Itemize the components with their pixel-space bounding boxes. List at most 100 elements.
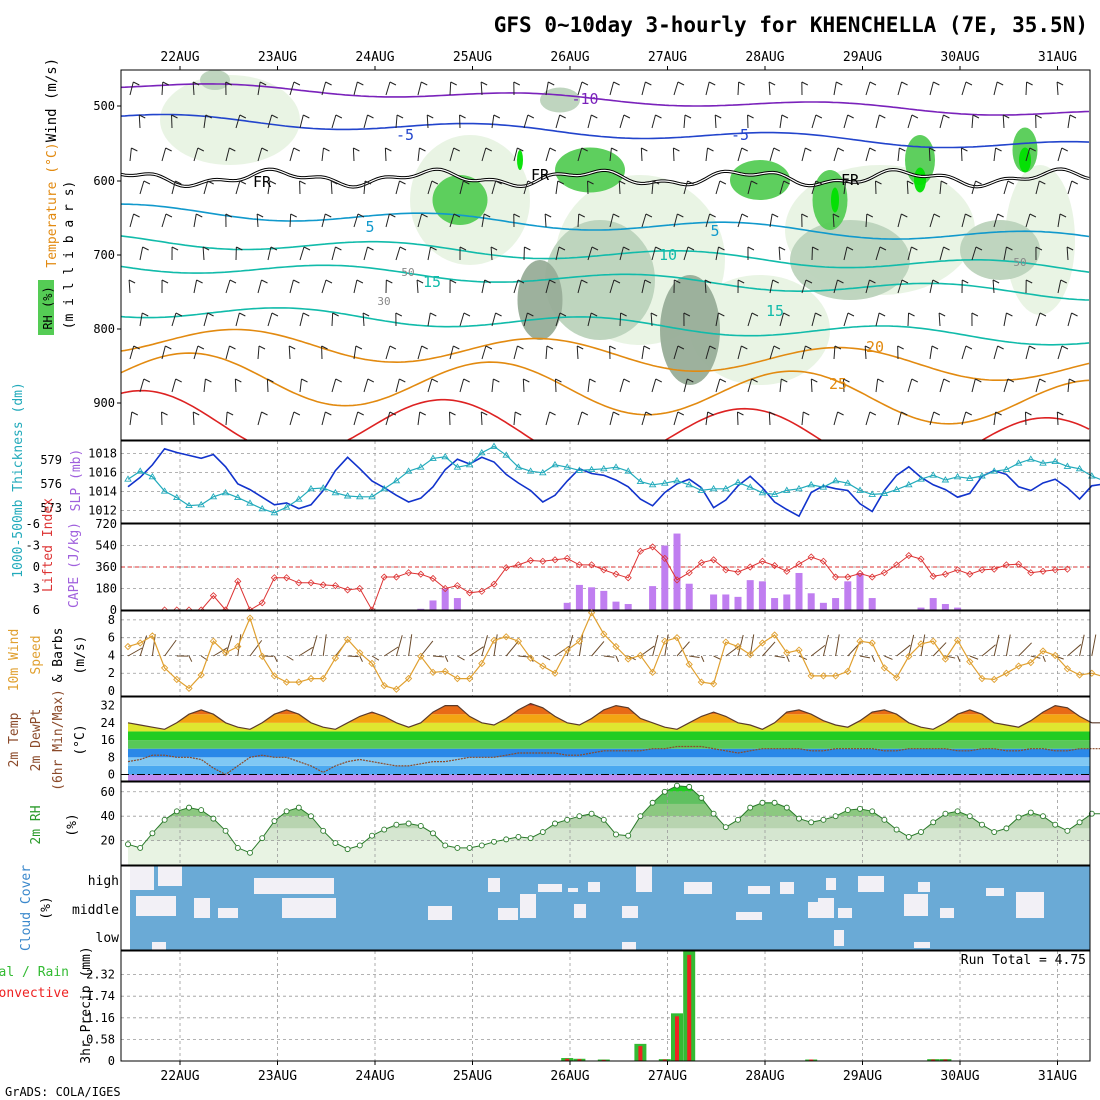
- thickness-point: [526, 467, 535, 474]
- cloud-level-label: high: [88, 874, 119, 889]
- lifted-index-axis-label: Lifted Index: [41, 498, 56, 592]
- wind-barb-flag: [513, 81, 521, 86]
- cloud-cover-panel: high middle low Cloud Cover (%): [19, 865, 1091, 951]
- rh-point: [283, 808, 290, 815]
- wind-barb: [683, 180, 689, 195]
- cloud-level-label: middle: [72, 903, 119, 918]
- rh-point: [271, 818, 278, 825]
- wind-barb: [363, 114, 368, 129]
- wind-barb: [833, 279, 838, 294]
- wind-barb-flag: [965, 411, 972, 416]
- wind-barb-flag: [453, 213, 461, 218]
- thickness-point: [892, 485, 901, 493]
- temp-frame: [120, 696, 1091, 782]
- contour-label: 20: [866, 338, 884, 356]
- wind-barb-flag: [655, 246, 662, 251]
- wind-barb-flag: [162, 81, 170, 86]
- wind-barb-flag: [196, 279, 203, 284]
- wind-barb: [544, 213, 547, 228]
- cape-bar: [954, 607, 962, 610]
- wind-barb: [801, 279, 807, 294]
- wind-barb-flag: [205, 378, 212, 383]
- rh-point: [613, 831, 619, 838]
- wind-barb-flag: [581, 279, 588, 284]
- wind-barb-flag: [357, 81, 364, 86]
- wind-barb-flag: [225, 213, 233, 218]
- precip-axis-label-b: Convective: [0, 986, 69, 1001]
- wind-barb-flag: [239, 312, 246, 317]
- wind-barb: [577, 279, 582, 294]
- wind-barb-flag: [367, 114, 374, 119]
- wind-barb: [353, 81, 358, 96]
- wind10m-point: [929, 637, 937, 645]
- slp-tick-label: 1016: [88, 466, 117, 480]
- day-label-top: 27AUG: [648, 50, 687, 65]
- thickness-point: [587, 465, 596, 473]
- wind-barb-flag: [301, 378, 308, 383]
- wind-barb-flag: [709, 213, 716, 218]
- wind-barb-flag: [165, 147, 172, 152]
- wind-barb-flag: [288, 345, 296, 350]
- isotherm-line: [121, 83, 1090, 116]
- wind-barb-flag: [239, 180, 247, 185]
- wind-barb-flag: [399, 180, 406, 185]
- thickness-point: [880, 489, 889, 497]
- wind-barb-flag: [901, 81, 908, 86]
- thickness-point: [600, 464, 608, 472]
- wind10m-point: [197, 671, 205, 679]
- footer-credit: GrADS: COLA/IGES: [5, 1085, 121, 1099]
- wind-barb-flag: [1029, 345, 1036, 350]
- wind-barb: [353, 411, 359, 426]
- wind-barb-flag: [933, 411, 940, 416]
- wind-barb: [416, 279, 419, 294]
- day-label-bottom: 27AUG: [648, 1069, 687, 1084]
- wind-barb: [267, 246, 272, 261]
- wind-barb-flag: [683, 312, 691, 317]
- rh-point: [344, 846, 351, 853]
- wind-barb-flag: [805, 345, 812, 350]
- wind-barb-flag: [480, 81, 488, 86]
- wind10m-barb: [1030, 655, 1041, 659]
- temp-tick-label: 24: [101, 716, 115, 730]
- wind-tick-label: 0: [108, 684, 115, 698]
- temp-axis-label-3: (6hr Min/Max): [51, 689, 66, 791]
- thickness-point: [612, 463, 620, 470]
- wind-barb-flag: [869, 147, 876, 152]
- wind-barb-flag: [975, 180, 982, 185]
- wind-barb: [833, 147, 839, 162]
- wind-barb: [491, 114, 495, 129]
- wind-barb: [353, 279, 358, 294]
- wind-frame: [120, 610, 1091, 697]
- wind10m-barb: [505, 640, 519, 657]
- rh-point: [381, 826, 388, 833]
- wind10m-point: [465, 674, 474, 683]
- lifted-index-point: [453, 582, 461, 590]
- wind-barb-flag: [747, 246, 755, 251]
- wind10m-point: [148, 632, 157, 640]
- wind10m-barb: [981, 644, 996, 657]
- wind-barb: [523, 180, 529, 195]
- wind-barb-flag: [259, 81, 267, 86]
- cape-bar: [722, 594, 730, 610]
- wind10m-point: [783, 649, 791, 657]
- wind10m-point: [758, 639, 767, 647]
- rh-point: [442, 842, 449, 849]
- wind10m-barb: [578, 634, 584, 657]
- wind10m-barb: [127, 647, 143, 657]
- wind-barb: [417, 411, 421, 426]
- wind-barb: [363, 378, 369, 393]
- rh-point: [1064, 827, 1071, 834]
- wind-barb: [417, 345, 423, 360]
- wind-barb-flag: [353, 147, 360, 152]
- day-label-bottom: 31AUG: [1038, 1069, 1077, 1084]
- wind-barb-flag: [483, 213, 491, 218]
- lifted-index-point: [392, 573, 400, 581]
- wind-barb-flag: [815, 114, 823, 119]
- lifted-index-point: [807, 553, 815, 561]
- wind-barb-flag: [836, 81, 843, 86]
- wind-barb-flag: [943, 246, 950, 251]
- lifted-index-point: [636, 547, 644, 555]
- rh-point: [991, 829, 998, 835]
- wind-barb-flag: [591, 246, 599, 251]
